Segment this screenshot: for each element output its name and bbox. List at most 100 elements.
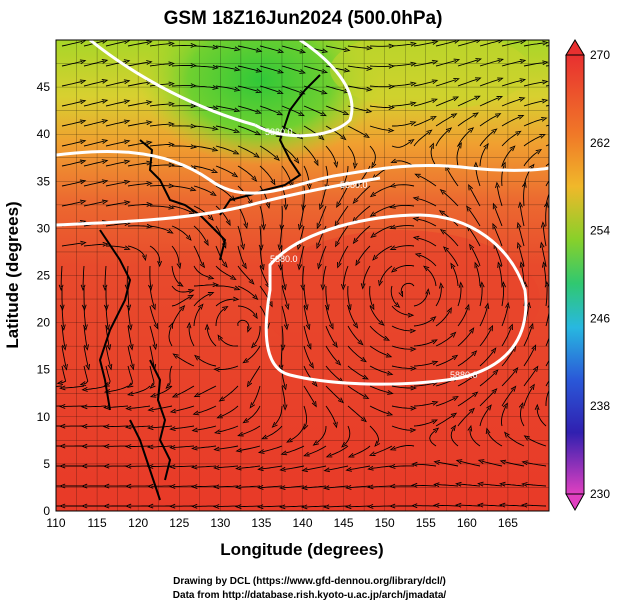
streamline [391, 63, 413, 67]
streamline [303, 145, 318, 163]
streamline-arrowhead [237, 431, 244, 437]
streamline-arrowhead [257, 449, 265, 454]
streamline-arrowhead [458, 281, 464, 288]
streamline-arrowhead [321, 48, 329, 54]
streamline [280, 245, 283, 267]
streamline [237, 285, 256, 298]
streamline [82, 265, 85, 287]
streamline [171, 265, 181, 285]
streamline-arrowhead [279, 466, 286, 472]
streamline [281, 325, 284, 347]
streamline [127, 245, 146, 258]
streamline [106, 245, 127, 249]
streamline-arrowhead [271, 421, 278, 428]
streamline [261, 505, 283, 508]
x-tick-label: 140 [292, 516, 312, 530]
streamline-arrowhead [210, 190, 217, 197]
streamline [347, 365, 366, 379]
streamline-arrowhead [187, 294, 195, 300]
streamline [215, 45, 237, 50]
streamline-arrowhead [213, 446, 220, 452]
streamline-arrowhead [172, 353, 179, 359]
streamline-arrowhead [439, 189, 446, 195]
streamline-arrowhead [235, 465, 242, 471]
streamline-arrowhead [333, 161, 339, 169]
streamline-arrowhead [542, 60, 549, 66]
streamline-arrowhead [531, 344, 537, 351]
streamline-arrowhead [494, 113, 502, 118]
streamline-arrowhead [410, 81, 417, 87]
streamline-arrowhead [439, 228, 447, 235]
streamline-arrowhead [388, 463, 396, 469]
streamline [457, 285, 462, 307]
streamline [325, 45, 347, 51]
geopotential-contours [56, 40, 549, 386]
streamline [171, 205, 192, 213]
streamline [149, 365, 155, 387]
streamline [259, 245, 264, 267]
streamline-arrowhead [199, 261, 206, 269]
streamline [325, 105, 346, 114]
y-tick-label: 10 [37, 410, 51, 424]
streamline [496, 185, 503, 207]
streamline [149, 83, 171, 87]
streamline [302, 185, 305, 207]
streamline-arrowhead [323, 485, 330, 491]
streamline-arrowhead [169, 408, 177, 414]
streamline-arrowhead [529, 383, 535, 390]
streamline-arrowhead [431, 98, 438, 104]
streamline [215, 285, 237, 290]
streamline [215, 65, 237, 70]
streamline-arrowhead [450, 424, 457, 432]
streamline [105, 80, 127, 87]
streamline-arrowhead [277, 48, 285, 54]
y-axis-ticks: 0 5 10 15 20 25 30 35 40 45 [37, 80, 51, 518]
streamline-arrowhead [127, 391, 134, 397]
streamline-arrowhead [425, 288, 431, 295]
streamline [416, 237, 437, 247]
streamline-arrowhead [554, 366, 558, 371]
streamline-arrowhead [101, 139, 109, 144]
streamline-arrowhead [85, 363, 91, 371]
streamline-arrowhead [185, 234, 192, 241]
streamline [193, 125, 215, 130]
streamline [369, 405, 390, 415]
streamline [452, 265, 459, 287]
streamline-arrowhead [207, 274, 215, 280]
streamline-arrowhead [523, 435, 530, 441]
streamline [518, 225, 525, 247]
streamline-arrowhead [509, 145, 516, 152]
streamline [342, 165, 349, 187]
streamline-arrowhead [211, 168, 219, 173]
streamline [523, 62, 545, 67]
streamline [83, 243, 105, 247]
streamline [215, 185, 233, 199]
streamline [127, 365, 133, 386]
streamline [459, 504, 481, 507]
streamline-arrowhead [240, 243, 245, 251]
streamline [470, 246, 481, 267]
streamline-arrowhead [168, 464, 176, 470]
x-axis-label: Longitude (degrees) [220, 540, 383, 559]
lat-lon-grid [56, 40, 549, 511]
streamline [418, 254, 437, 267]
streamline [413, 340, 435, 347]
streamline [193, 145, 215, 151]
streamline [525, 504, 547, 507]
streamline [206, 327, 217, 347]
streamline-arrowhead [146, 181, 153, 187]
streamline-arrowhead [540, 221, 546, 228]
streamline-arrowhead [38, 424, 43, 428]
streamline [56, 385, 63, 387]
streamline-arrowhead [468, 407, 475, 414]
streamline [541, 245, 547, 267]
streamline-arrowhead [80, 240, 87, 246]
streamline [413, 292, 429, 307]
streamline-arrowhead [366, 86, 373, 92]
streamline [171, 65, 193, 67]
streamline [545, 359, 549, 367]
streamline [215, 165, 235, 176]
streamline [369, 325, 387, 340]
streamline-arrowhead [433, 482, 440, 488]
streamline [283, 505, 305, 508]
